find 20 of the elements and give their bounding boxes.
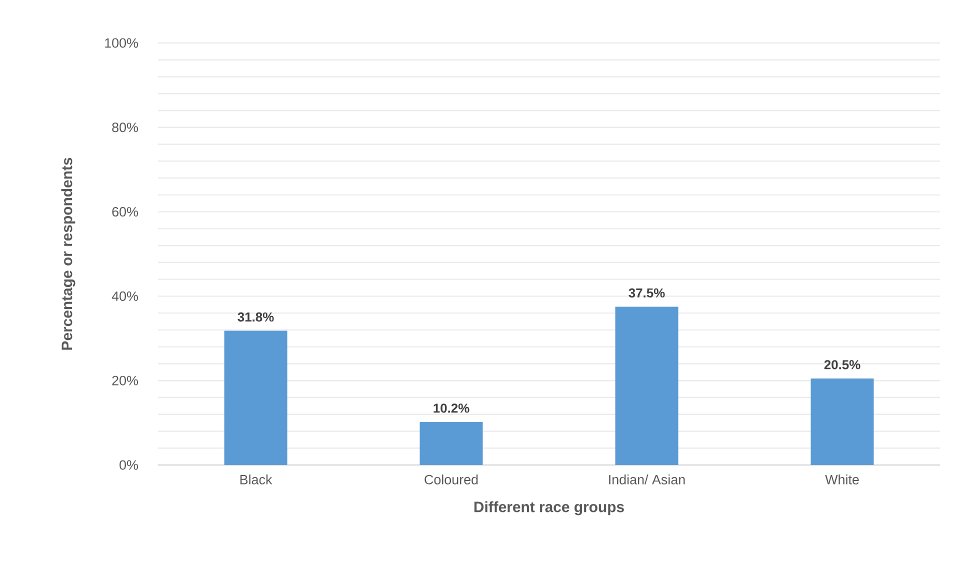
y-axis-title: Percentage or respondents (61, 158, 76, 350)
y-tick-label: 80% (112, 122, 138, 132)
bar (420, 422, 483, 465)
bar (224, 330, 288, 465)
bar (810, 378, 874, 465)
x-tick-label: Black (240, 474, 272, 484)
y-tick-label: 20% (112, 376, 138, 386)
y-tick-label: 0% (120, 460, 138, 470)
x-tick-label: Indian/ Asian (609, 474, 685, 484)
data-label: 10.2% (434, 404, 470, 413)
y-tick-label: 40% (112, 291, 138, 301)
y-tick-label: 100% (105, 38, 138, 48)
y-tick-label: 60% (112, 207, 138, 217)
data-label: 37.5% (628, 288, 665, 298)
x-axis-title: Different race groups (474, 501, 624, 516)
x-tick-label: White (825, 474, 859, 484)
bar (615, 306, 678, 465)
x-tick-label: Coloured (424, 474, 478, 484)
data-label: 31.8% (238, 312, 274, 322)
data-label: 20.5% (824, 360, 860, 370)
